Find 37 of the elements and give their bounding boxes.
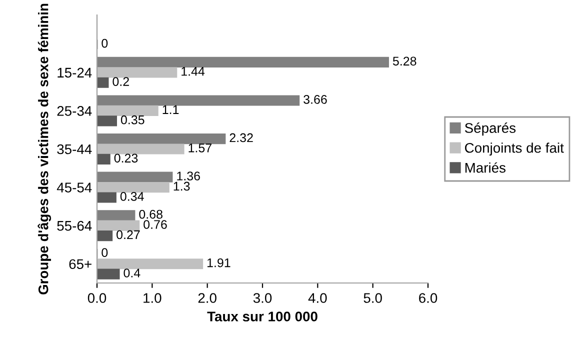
- data-label: 0: [102, 38, 108, 48]
- x-tick-label: 4.0: [308, 293, 327, 303]
- data-label: 0: [102, 248, 108, 258]
- legend-label: Conjoints de fait: [465, 142, 564, 156]
- data-label: 0.23: [114, 154, 138, 163]
- x-tick-label: 3.0: [253, 293, 272, 303]
- legend-label: Mariés: [465, 162, 506, 173]
- data-label: 0.27: [116, 230, 140, 240]
- data-label: 0.2: [112, 77, 129, 86]
- y-tick-label: 35-44: [57, 144, 92, 154]
- y-tick-label: 45-54: [56, 182, 92, 192]
- x-tick-label: 0.0: [88, 293, 106, 303]
- data-label: 0.68: [139, 210, 162, 219]
- data-label: 0.4: [124, 268, 140, 278]
- x-tick-label: 6.0: [419, 293, 438, 303]
- data-label: 5.28: [392, 56, 416, 66]
- data-label: 3.66: [304, 95, 327, 104]
- data-label: 0.76: [144, 220, 167, 229]
- x-tick-label: 2.0: [198, 293, 216, 303]
- x-tick-label: 5.0: [364, 293, 382, 303]
- data-label: 1.3: [174, 182, 190, 191]
- x-tick-label: 1.0: [144, 293, 162, 303]
- y-tick-label: 55-64: [57, 220, 92, 231]
- data-label: 1.57: [188, 144, 212, 152]
- legend-label: Séparés: [464, 122, 516, 136]
- data-label: 0.35: [120, 115, 144, 124]
- data-label: 1.91: [207, 258, 230, 268]
- y-axis-title: Groupe d'âges des victimes de sexe féminin: [38, 4, 52, 294]
- data-label: 1.1: [162, 105, 179, 114]
- y-tick-label: 15-24: [58, 68, 92, 78]
- data-label: 1.36: [177, 172, 200, 180]
- y-tick-label: 65+: [69, 259, 92, 270]
- x-axis-title: Taux sur 100 000: [207, 312, 318, 322]
- data-label: 0.34: [120, 192, 144, 201]
- y-tick-label: 25-34: [57, 106, 92, 116]
- data-label: 1.44: [182, 67, 205, 76]
- data-label: 2.32: [230, 133, 253, 142]
